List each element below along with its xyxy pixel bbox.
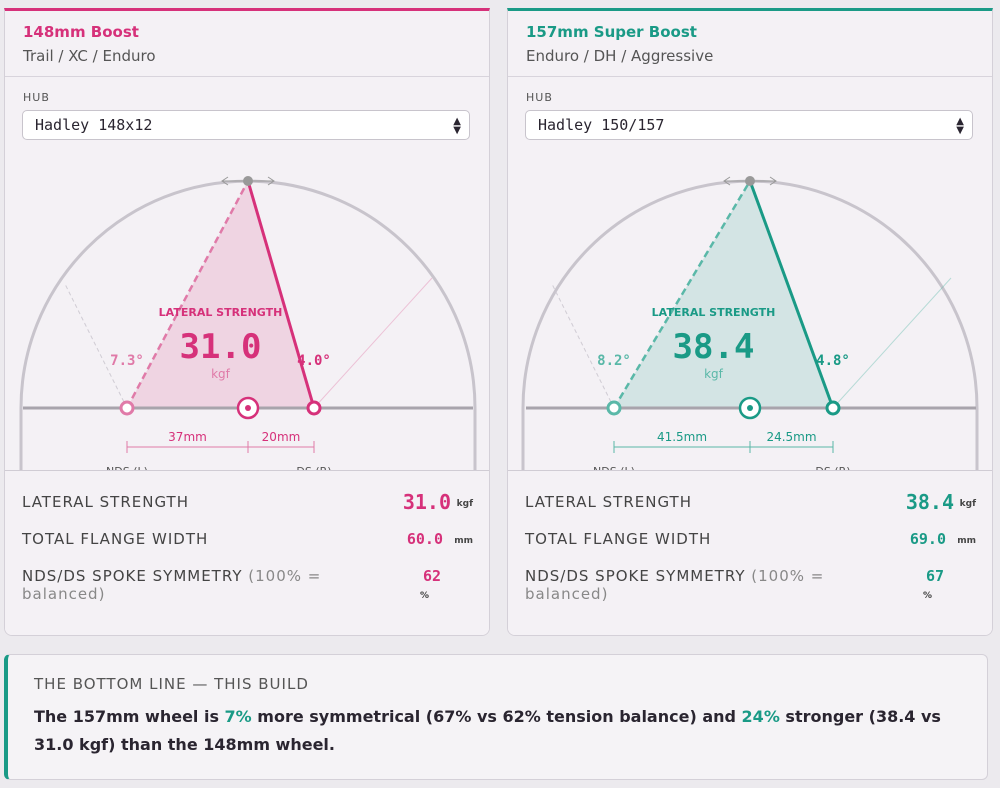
nds-spoke <box>125 180 250 409</box>
stat-unit: kgf <box>959 499 976 509</box>
stat-unit: % <box>922 591 932 601</box>
ds-label: DS (R) <box>296 465 331 470</box>
card-subtitle: Trail / XC / Enduro <box>23 47 156 65</box>
nds-ref <box>551 283 615 409</box>
strength-label: LATERAL STRENGTH <box>159 306 283 319</box>
stat-value: 67 <box>925 567 944 585</box>
nds-label: NDS (L) <box>106 465 148 470</box>
nds-width: 37mm <box>168 430 207 444</box>
apex <box>745 176 755 186</box>
nds-flange <box>119 400 135 416</box>
ds-ref <box>832 277 952 409</box>
highlight: 24% <box>741 707 780 726</box>
hub-select[interactable]: Hadley 148x12 ▲ ▼ <box>22 110 470 140</box>
stat-label-wrap: NDS/DS SPOKE SYMMETRY (100% = balanced) <box>22 567 362 603</box>
ds-angle: 4.8° <box>816 353 850 369</box>
card-title: 157mm Super Boost <box>526 23 697 41</box>
ds-spoke <box>748 180 835 409</box>
stat-unit: kgf <box>456 499 473 509</box>
stat-label: NDS/DS SPOKE SYMMETRY <box>525 567 746 585</box>
nds-label: NDS (L) <box>593 465 635 470</box>
stat-label-wrap: TOTAL FLANGE WIDTH <box>22 530 362 548</box>
card: 157mm Super Boost Enduro / DH / Aggressiv… <box>507 8 993 636</box>
nds-width: 41.5mm <box>657 430 707 444</box>
stat-label-wrap: NDS/DS SPOKE SYMMETRY (100% = balanced) <box>525 567 865 603</box>
stat-value: 31.0 <box>402 490 451 514</box>
stat-row: TOTAL FLANGE WIDTH 60.0 mm <box>22 530 473 548</box>
nds-flange <box>606 400 622 416</box>
strength-value: 38.4 <box>673 327 755 367</box>
dimension <box>126 441 315 453</box>
ds-flange <box>825 400 841 416</box>
stat-label: LATERAL STRENGTH <box>22 493 189 511</box>
strength-label: LATERAL STRENGTH <box>652 306 776 319</box>
stat-unit: % <box>419 591 429 601</box>
nds-angle: 8.2° <box>597 353 631 369</box>
nds-ref <box>64 283 128 409</box>
stat-unit: mm <box>957 536 976 546</box>
stat-row: TOTAL FLANGE WIDTH 69.0 mm <box>525 530 976 548</box>
ds-spoke <box>246 180 316 409</box>
card-header: 148mm Boost Trail / XC / Enduro <box>5 11 489 77</box>
stat-value: 69.0 <box>909 530 946 548</box>
stat-row: NDS/DS SPOKE SYMMETRY (100% = balanced) 6… <box>22 567 473 603</box>
strength-value: 31.0 <box>180 327 262 367</box>
stat-value: 62 <box>422 567 441 585</box>
card: 148mm Boost Trail / XC / Enduro HUB Hadley … <box>4 8 490 636</box>
bottom-text: The 157mm wheel is 7% more symmetrical (… <box>34 703 961 759</box>
stat-label: LATERAL STRENGTH <box>525 493 692 511</box>
ds-width: 20mm <box>262 430 301 444</box>
bottom-line: THE BOTTOM LINE — THIS BUILD The 157mm w… <box>4 654 988 780</box>
ds-angle: 4.0° <box>297 353 331 369</box>
hub-label: HUB <box>526 91 553 104</box>
stat-label: TOTAL FLANGE WIDTH <box>22 530 209 548</box>
strength-unit: kgf <box>211 367 231 381</box>
highlight: 7% <box>224 707 252 726</box>
stat-row: LATERAL STRENGTH 31.0 kgf <box>22 490 473 514</box>
text: The 157mm wheel is <box>34 707 225 726</box>
stat-row: NDS/DS SPOKE SYMMETRY (100% = balanced) 6… <box>525 567 976 603</box>
triangle <box>614 181 833 408</box>
select-arrow: ▲ ▼ <box>956 116 964 136</box>
stats: LATERAL STRENGTH 31.0 kgf TOTAL FLANGE WIDT… <box>5 470 489 635</box>
text: stronger (38.4 vs 31.0 kgf) than the 148… <box>34 707 941 754</box>
nds-spoke <box>612 180 752 409</box>
ds-label: DS (R) <box>815 465 850 470</box>
strength-unit: kgf <box>704 367 724 381</box>
select-arrow: ▲ ▼ <box>453 116 461 136</box>
card-title: 148mm Boost <box>23 23 139 41</box>
hub-label: HUB <box>23 91 50 104</box>
nds-angle: 7.3° <box>110 353 144 369</box>
hub-select[interactable]: Hadley 150/157 ▲ ▼ <box>525 110 973 140</box>
hub-dot <box>747 405 753 411</box>
stat-label: NDS/DS SPOKE SYMMETRY <box>22 567 243 585</box>
hub-value: Hadley 148x12 <box>35 116 153 134</box>
ds-ref <box>313 277 433 409</box>
dimension <box>613 441 834 453</box>
text: more symmetrical (67% vs 62% tension bal… <box>251 707 742 726</box>
hub-value: Hadley 150/157 <box>538 116 665 134</box>
ds-flange <box>306 400 322 416</box>
stat-unit: mm <box>454 536 473 546</box>
stats: LATERAL STRENGTH 38.4 kgf TOTAL FLANGE WIDT… <box>508 470 992 635</box>
stat-label-wrap: TOTAL FLANGE WIDTH <box>525 530 865 548</box>
stat-value: 38.4 <box>905 490 954 514</box>
triangle <box>127 181 314 408</box>
ds-width: 24.5mm <box>766 430 816 444</box>
stat-row: LATERAL STRENGTH 38.4 kgf <box>525 490 976 514</box>
stat-note: (100% = balanced) <box>22 567 322 603</box>
card-subtitle: Enduro / DH / Aggressive <box>526 47 714 65</box>
stat-value: 60.0 <box>406 530 443 548</box>
hub-dot <box>245 405 251 411</box>
apex <box>243 176 253 186</box>
card-header: 157mm Super Boost Enduro / DH / Aggressiv… <box>508 11 992 77</box>
stat-label-wrap: LATERAL STRENGTH <box>22 493 362 511</box>
stat-note: (100% = balanced) <box>525 567 825 603</box>
stat-label-wrap: LATERAL STRENGTH <box>525 493 865 511</box>
stat-label: TOTAL FLANGE WIDTH <box>525 530 712 548</box>
bottom-title: THE BOTTOM LINE — THIS BUILD <box>34 675 309 693</box>
